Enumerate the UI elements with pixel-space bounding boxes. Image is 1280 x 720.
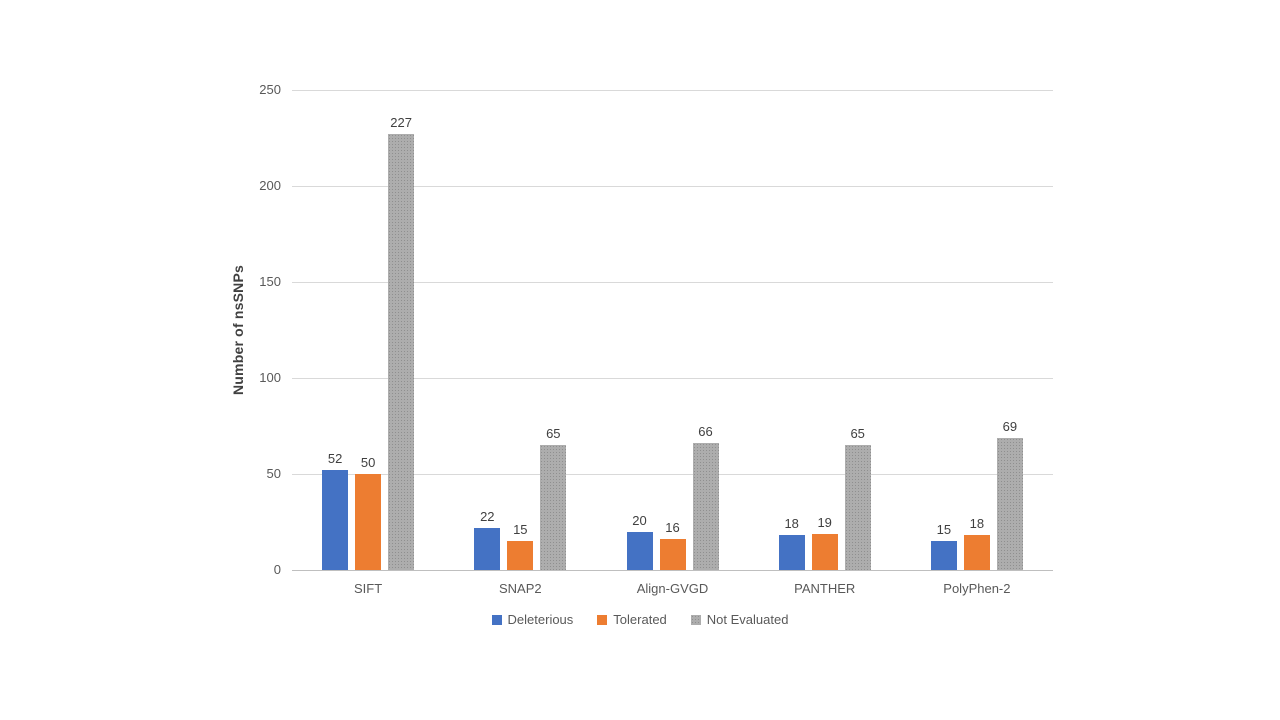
legend-item: Tolerated [597, 612, 667, 627]
y-tick-label: 200 [259, 178, 281, 193]
bar-not-evaluated [844, 445, 871, 570]
bar-with-label: 19 [811, 514, 838, 570]
bar-value-label: 66 [698, 424, 713, 440]
bar-value-label: 16 [665, 520, 680, 536]
legend-swatch-icon [491, 614, 502, 625]
legend-label: Deleterious [507, 612, 574, 627]
legend-item: Not Evaluated [690, 612, 789, 627]
bar-with-label: 22 [474, 508, 501, 570]
bar-value-label: 15 [936, 522, 952, 538]
x-tick-label: SIFT [354, 581, 383, 596]
plot-area: 52 50 227 22 15 65 20 16 66 18 19 65 15 18 69 SIFT SNAP… [292, 90, 1053, 596]
bar-value-label: 65 [850, 426, 865, 442]
bar-value-label: 52 [327, 451, 343, 467]
bar-with-label: 18 [963, 516, 990, 570]
bar-group: 22 15 65 [474, 426, 567, 570]
bar-with-label: 50 [355, 455, 382, 570]
bar-with-label: 15 [930, 522, 957, 570]
gridline [292, 186, 1053, 187]
bar-group: 15 18 69 [930, 418, 1023, 570]
bar-value-label: 69 [1002, 418, 1018, 434]
gridline [292, 282, 1053, 283]
bar-value-label: 22 [480, 508, 495, 524]
bar-with-label: 227 [388, 115, 415, 570]
bar-group: 18 19 65 [778, 426, 871, 570]
y-tick-label: 250 [259, 82, 281, 97]
bar-deleterious [322, 470, 349, 570]
bar-not-evaluated [388, 134, 415, 570]
x-tick-label: PANTHER [794, 581, 856, 596]
bar-with-label: 52 [322, 451, 349, 570]
bar-with-label: 65 [540, 426, 567, 570]
x-tick-label: PolyPhen-2 [943, 581, 1011, 596]
bar-with-label: 18 [778, 516, 805, 570]
bar-not-evaluated [692, 443, 719, 570]
gridline [292, 378, 1053, 379]
legend-label: Not Evaluated [706, 612, 789, 627]
bar-value-label: 15 [513, 522, 528, 538]
bar-value-label: 50 [360, 455, 376, 470]
bar-deleterious [778, 535, 805, 570]
bar-tolerated [811, 533, 838, 570]
legend-swatch-icon [690, 614, 701, 625]
bar-deleterious [474, 527, 501, 570]
bar-deleterious [626, 531, 653, 570]
bar-value-label: 19 [817, 514, 832, 530]
y-tick-label: 150 [259, 274, 281, 289]
bar-with-label: 15 [507, 522, 534, 570]
bar-value-label: 18 [784, 516, 799, 532]
gridline [292, 474, 1053, 475]
y-tick-label: 50 [266, 466, 281, 481]
bar-tolerated [659, 539, 686, 570]
bar-with-label: 65 [844, 426, 871, 570]
bar-with-label: 69 [996, 418, 1023, 570]
bar-deleterious [930, 541, 957, 570]
bar-not-evaluated [996, 437, 1023, 570]
bar-value-label: 65 [546, 426, 561, 442]
gridline [292, 90, 1053, 91]
x-tick-label: SNAP2 [498, 581, 542, 596]
bar-with-label: 16 [659, 520, 686, 570]
legend-item: Deleterious [491, 612, 574, 627]
bar-value-label: 227 [390, 115, 412, 131]
bar-with-label: 66 [692, 424, 719, 570]
bar-value-label: 20 [632, 512, 647, 528]
bar-group: 52 50 227 [322, 115, 415, 570]
y-tick-label: 100 [259, 370, 281, 385]
bar-value-label: 18 [969, 516, 985, 532]
y-tick-label: 0 [273, 562, 281, 577]
x-axis-line [292, 570, 1053, 571]
legend: Deleterious Tolerated Not Evaluated [0, 612, 1280, 627]
legend-swatch-icon [597, 614, 608, 625]
bar-tolerated [963, 535, 990, 570]
legend-label: Tolerated [613, 612, 667, 627]
bar-tolerated [507, 541, 534, 570]
x-tick-label: Align-GVGD [636, 581, 709, 596]
bar-with-label: 20 [626, 512, 653, 570]
bar-not-evaluated [540, 445, 567, 570]
bar-group: 20 16 66 [626, 424, 719, 570]
bar-tolerated [355, 474, 382, 570]
